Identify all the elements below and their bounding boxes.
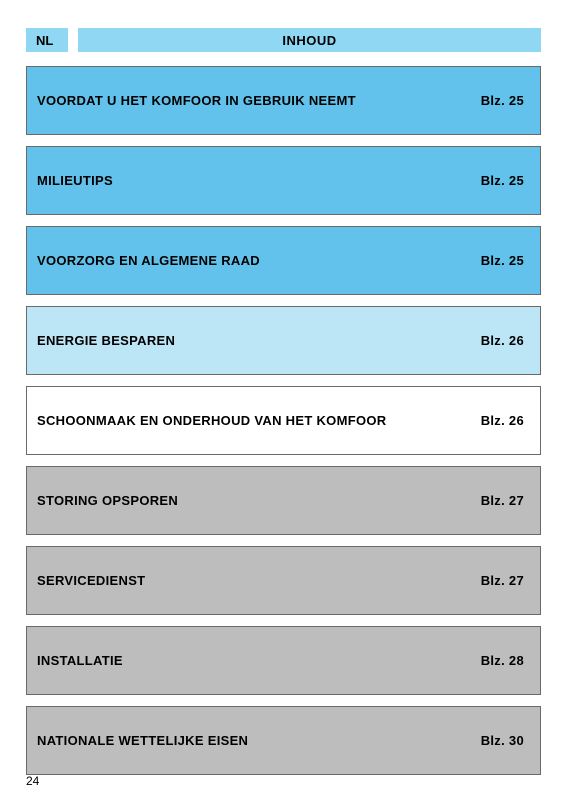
toc-row: INSTALLATIE Blz. 28 xyxy=(26,626,541,695)
table-of-contents: VOORDAT U HET KOMFOOR IN GEBRUIK NEEMT Bl… xyxy=(26,66,541,775)
header-bar: NL INHOUD xyxy=(26,28,541,52)
page-number: 24 xyxy=(26,774,39,788)
toc-label: SERVICEDIENST xyxy=(37,573,145,588)
toc-page-ref: Blz. 30 xyxy=(481,733,524,748)
toc-row: MILIEUTIPS Blz. 25 xyxy=(26,146,541,215)
toc-label: SCHOONMAAK EN ONDERHOUD VAN HET KOMFOOR xyxy=(37,413,386,428)
toc-label: STORING OPSPOREN xyxy=(37,493,178,508)
toc-label: ENERGIE BESPAREN xyxy=(37,333,175,348)
toc-row: VOORZORG EN ALGEMENE RAAD Blz. 25 xyxy=(26,226,541,295)
toc-page-ref: Blz. 25 xyxy=(481,173,524,188)
toc-row: ENERGIE BESPAREN Blz. 26 xyxy=(26,306,541,375)
toc-label: VOORZORG EN ALGEMENE RAAD xyxy=(37,253,260,268)
toc-page-ref: Blz. 27 xyxy=(481,493,524,508)
toc-label: NATIONALE WETTELIJKE EISEN xyxy=(37,733,248,748)
toc-label: INSTALLATIE xyxy=(37,653,123,668)
toc-row: NATIONALE WETTELIJKE EISEN Blz. 30 xyxy=(26,706,541,775)
toc-row: SERVICEDIENST Blz. 27 xyxy=(26,546,541,615)
toc-page-ref: Blz. 25 xyxy=(481,93,524,108)
toc-label: VOORDAT U HET KOMFOOR IN GEBRUIK NEEMT xyxy=(37,93,356,108)
toc-row: VOORDAT U HET KOMFOOR IN GEBRUIK NEEMT Bl… xyxy=(26,66,541,135)
header-gap xyxy=(68,28,78,52)
toc-page-ref: Blz. 25 xyxy=(481,253,524,268)
language-badge: NL xyxy=(26,28,68,52)
page-title: INHOUD xyxy=(78,28,541,52)
toc-page-ref: Blz. 26 xyxy=(481,333,524,348)
toc-page-ref: Blz. 26 xyxy=(481,413,524,428)
toc-label: MILIEUTIPS xyxy=(37,173,113,188)
toc-row: SCHOONMAAK EN ONDERHOUD VAN HET KOMFOOR B… xyxy=(26,386,541,455)
page-container: NL INHOUD VOORDAT U HET KOMFOOR IN GEBRU… xyxy=(0,0,567,775)
toc-page-ref: Blz. 27 xyxy=(481,573,524,588)
toc-row: STORING OPSPOREN Blz. 27 xyxy=(26,466,541,535)
toc-page-ref: Blz. 28 xyxy=(481,653,524,668)
